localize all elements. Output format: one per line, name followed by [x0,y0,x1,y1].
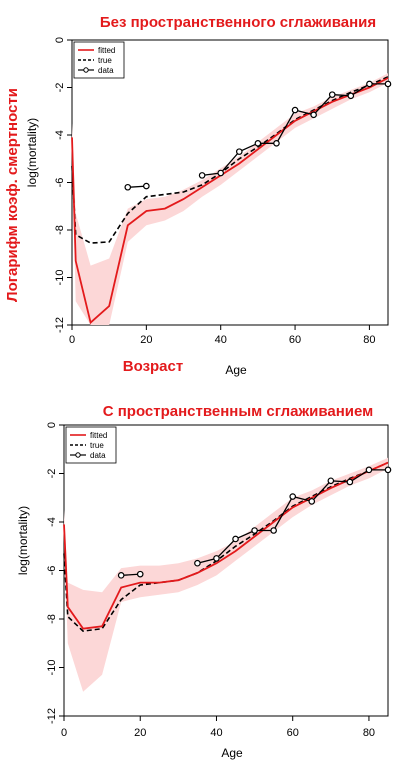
chart1-legend-label-true: true [98,56,112,65]
chart2-data-segment-2-point [346,478,354,486]
chart1-data-segment-1-point [124,183,132,191]
chart1-data-segment-2-point [328,91,336,98]
chart1-y-tick-label: 0 [54,37,66,43]
chart1-y-tick-label: -12 [54,317,66,333]
chart1-title: Без пространственного сглаживания [100,14,376,31]
chart1-data-segment-2-point [198,172,206,179]
chart1-y-tick-label: -2 [54,83,66,93]
chart2-y-tick-label: -10 [46,660,58,676]
chart2-data-segment-2-point [308,498,316,505]
chart1-legend-data-marker [83,67,89,73]
chart2-y-tick-label: 0 [46,422,58,428]
chart2-legend-label-data: data [90,451,106,460]
chart2-legend-label-true: true [90,441,104,450]
chart1-data-segment-2-point [254,140,262,147]
chart1-data-segment-2-point [347,92,355,100]
chart1-annotation-y-label: Логарифм коэф. смертности [4,88,21,302]
chart1-plot-frame [71,39,389,326]
chart1-x-tick-label: 60 [289,334,301,346]
chart2-data-segment-2-point [194,559,201,567]
chart1-legend-label-fitted: fitted [98,46,115,55]
chart2-data-segment-2-point [327,477,335,485]
chart1-data-segment-2-point [217,169,225,177]
chart1-fitted-band [72,73,388,325]
chart2-x-tick-label: 60 [287,727,299,739]
chart2-fitted-band [64,457,388,692]
chart1-data-segment-2-point [273,140,280,147]
chart1-y-tick-label: -4 [54,130,66,140]
chart2-y-axis-label: log(mortality) [16,506,30,575]
chart1-x-tick-label: 0 [69,334,75,346]
chart1-legend-box [73,41,125,79]
chart2-data-segment-2-point [289,493,297,500]
chart2-data-segment-2-point [251,527,258,534]
chart2-x-axis-label: Age [221,746,243,760]
chart2-legend-box [65,426,117,464]
chart2-y-tick-label: -2 [46,469,58,479]
chart2-data-segment-2-point [232,535,239,543]
chart2-y-tick-label: -4 [46,517,58,527]
chart2-data-segment-1-point [117,572,125,579]
chart1-y-axis-label: log(mortality) [25,118,39,187]
chart1-x-tick-label: 40 [215,334,227,346]
chart1-x-tick-label: 80 [363,334,375,346]
chart1-series-fitted [71,77,389,325]
chart2-data-segment-2-point [365,466,373,474]
chart1-data-segment-2-point [235,148,243,155]
chart1-y-tick-label: -6 [54,178,66,188]
chart2-data-segment-2-point [384,466,392,474]
chart1-data-segment-2-point [384,80,392,88]
chart2-legend-data-marker [75,452,81,458]
chart2-plot-frame [63,424,389,717]
chart1-data-segment-1-point [143,182,150,190]
chart2-data-segment-2-point [270,527,277,534]
chart1-legend-label-data: data [98,66,114,75]
chart2-y-tick-label: -8 [46,614,58,624]
chart2-x-tick-label: 20 [134,727,146,739]
chart1-y-tick-label: -10 [54,270,66,286]
chart2-x-tick-label: 80 [363,727,375,739]
chart1-x-tick-label: 20 [140,334,152,346]
chart1-data-segment-2-point [291,106,299,114]
chart2-title: С пространственным сглаживанием [103,403,374,420]
chart2-legend-label-fitted: fitted [90,431,107,440]
chart2-data-segment-1-point [136,570,144,578]
chart2-series-fitted [63,461,389,630]
chart2-y-tick-label: -12 [46,708,58,724]
chart1-data-segment-2-point [310,111,317,119]
chart1-data-segment-2-point [366,80,373,88]
chart2-y-tick-label: -6 [46,566,58,576]
chart2-x-tick-label: 40 [210,727,222,739]
chart2-x-tick-label: 0 [61,727,67,739]
chart2-data-segment-2-point [213,555,220,562]
chart1-annotation-x-label: Возраст [123,358,183,375]
chart1-y-tick-label: -8 [54,225,66,235]
chart1-series-data-segment-2 [202,83,388,177]
chart1-x-axis-label: Age [225,363,247,377]
